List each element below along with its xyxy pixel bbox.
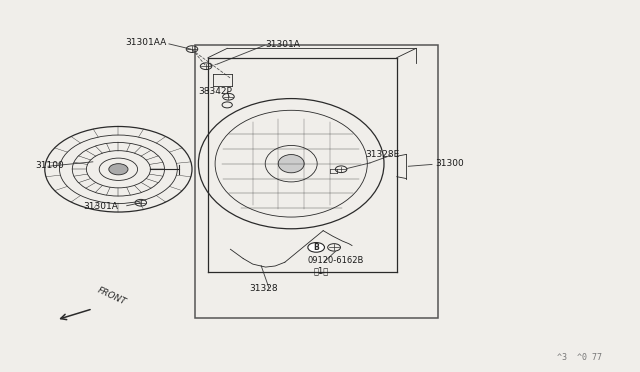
Text: 31328E: 31328E: [365, 150, 399, 159]
Ellipse shape: [278, 155, 304, 173]
Text: 31300: 31300: [435, 159, 464, 168]
Text: ^3  ^0 77: ^3 ^0 77: [557, 353, 602, 362]
Text: 31301AA: 31301AA: [125, 38, 166, 47]
Text: 31301A: 31301A: [83, 202, 118, 211]
Text: 31100: 31100: [35, 161, 64, 170]
Text: 38342P: 38342P: [198, 87, 232, 96]
Text: 09120-6162B: 09120-6162B: [307, 256, 364, 265]
Circle shape: [109, 164, 128, 175]
Text: 31301A: 31301A: [266, 40, 300, 49]
Circle shape: [308, 243, 324, 252]
Text: B: B: [314, 243, 319, 252]
Text: 31328: 31328: [250, 284, 278, 293]
Text: FRONT: FRONT: [96, 286, 127, 307]
Bar: [195, 45, 438, 318]
Text: （1）: （1）: [314, 266, 329, 275]
